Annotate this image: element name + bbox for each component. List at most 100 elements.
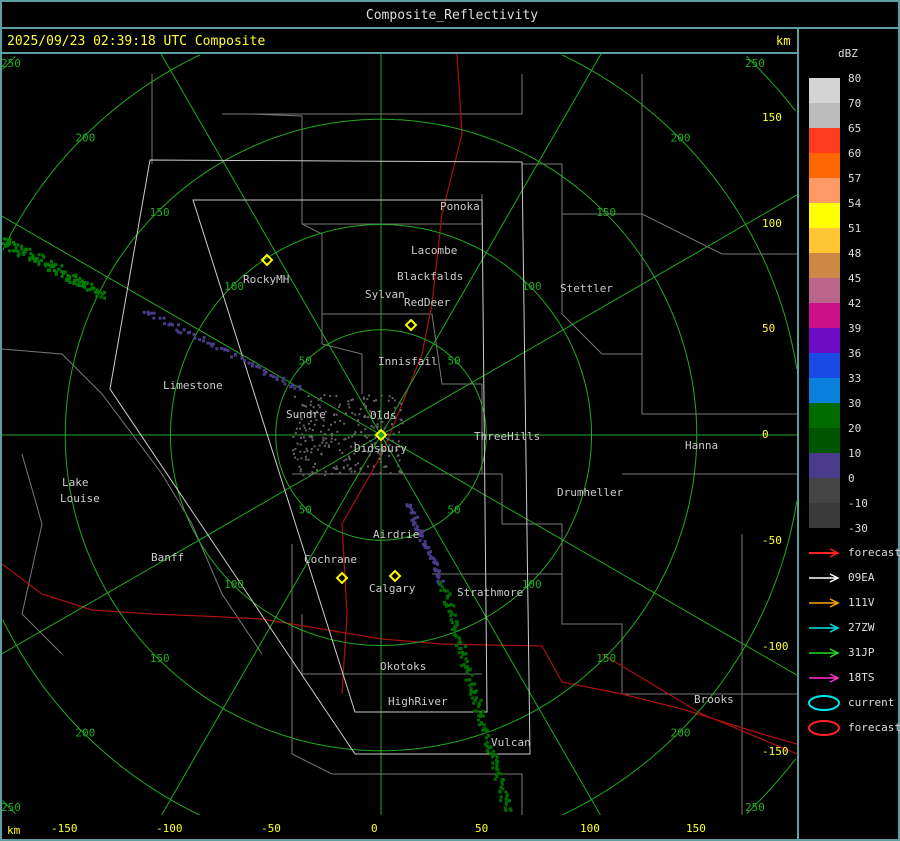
echo-pixel xyxy=(6,244,9,247)
city-label: Louise xyxy=(60,492,100,505)
y-tick-label: 0 xyxy=(762,428,769,441)
echo-pixel xyxy=(358,413,360,415)
echo-pixel xyxy=(447,594,450,597)
city-label: Cochrane xyxy=(304,553,357,566)
boundary-line xyxy=(2,349,262,654)
echo-pixel xyxy=(347,464,349,466)
echo-pixel xyxy=(50,260,53,263)
echo-pixel xyxy=(28,256,31,259)
echo-pixel xyxy=(354,433,356,435)
echo-pixel xyxy=(438,572,441,575)
echo-pixel xyxy=(351,412,353,414)
echo-pixel xyxy=(397,465,399,467)
echo-pixel xyxy=(449,614,452,617)
echo-pixel xyxy=(37,263,40,266)
echo-pixel xyxy=(481,729,484,732)
echo-pixel xyxy=(74,275,77,278)
color-swatch xyxy=(809,178,840,203)
echo-pixel xyxy=(366,437,368,439)
cell-marker[interactable] xyxy=(406,320,416,330)
echo-pixel xyxy=(473,698,476,701)
echo-pixel xyxy=(21,251,24,254)
echo-pixel xyxy=(428,553,431,556)
echo-pixel xyxy=(463,653,466,656)
echo-pixel xyxy=(351,436,353,438)
echo-pixel xyxy=(339,404,341,406)
radar-map[interactable]: 50 50 50 50 100 100 100 100 150 150 150 150 200 200 20… xyxy=(2,54,797,815)
echo-pixel xyxy=(206,342,209,345)
echo-pixel xyxy=(86,289,89,292)
echo-pixel xyxy=(163,317,166,320)
echo-pixel xyxy=(314,445,316,447)
echo-pixel xyxy=(350,471,352,473)
echo-pixel xyxy=(298,385,301,388)
echo-pixel xyxy=(455,644,458,647)
echo-pixel xyxy=(402,422,404,424)
echo-pixel xyxy=(295,432,297,434)
echo-pixel xyxy=(60,264,63,267)
echo-pixel xyxy=(90,287,93,290)
echo-pixel xyxy=(389,395,391,397)
echo-pixel xyxy=(343,467,345,469)
x-tick-label: -150 xyxy=(51,822,78,835)
city-label: Sylvan xyxy=(365,288,405,301)
echo-pixel xyxy=(220,347,223,350)
echo-pixel xyxy=(163,322,166,325)
echo-pixel xyxy=(223,348,226,351)
echo-pixel xyxy=(307,459,309,461)
echo-pixel xyxy=(489,752,492,755)
echo-pixel xyxy=(416,516,419,519)
echo-pixel xyxy=(183,328,186,331)
echo-pixel xyxy=(460,664,463,667)
echo-pixel xyxy=(282,377,285,380)
echo-pixel xyxy=(466,660,469,663)
echo-pixel xyxy=(90,283,93,286)
echo-pixel xyxy=(294,448,296,450)
echo-pixel xyxy=(421,535,424,538)
echo-pixel xyxy=(292,436,294,438)
echo-pixel xyxy=(302,404,304,406)
echo-pixel xyxy=(300,443,302,445)
echo-pixel xyxy=(306,450,308,452)
ring-label: 150 xyxy=(150,206,170,219)
legend-value: 57 xyxy=(848,172,861,185)
echo-pixel xyxy=(55,273,58,276)
city-label: Lacombe xyxy=(411,244,457,257)
echo-pixel xyxy=(308,395,310,397)
y-tick-label: 150 xyxy=(762,111,782,124)
echo-pixel xyxy=(177,323,180,326)
echo-pixel xyxy=(400,409,402,411)
echo-pixel xyxy=(379,458,381,460)
boundary-line xyxy=(222,74,522,114)
legend-value: 48 xyxy=(848,247,861,260)
echo-pixel xyxy=(485,730,488,733)
echo-pixel xyxy=(500,780,503,783)
echo-pixel xyxy=(354,471,356,473)
echo-pixel xyxy=(8,249,11,252)
echo-pixel xyxy=(310,404,312,406)
city-label: Calgary xyxy=(369,582,416,595)
echo-pixel xyxy=(98,291,101,294)
echo-pixel xyxy=(78,284,81,287)
echo-pixel xyxy=(318,399,320,401)
ring-label: 50 xyxy=(447,503,460,516)
echo-pixel xyxy=(20,247,23,250)
echo-pixel xyxy=(294,396,296,398)
echo-pixel xyxy=(272,375,275,378)
echo-pixel xyxy=(76,279,79,282)
echo-pixel xyxy=(312,472,314,474)
cell-marker[interactable] xyxy=(390,571,400,581)
echo-pixel xyxy=(193,337,196,340)
echo-pixel xyxy=(334,421,336,423)
echo-pixel xyxy=(292,449,294,451)
echo-pixel xyxy=(316,469,318,471)
echo-pixel xyxy=(324,394,326,396)
city-label: RedDeer xyxy=(404,296,451,309)
echo-pixel xyxy=(373,400,375,402)
legend-value: 20 xyxy=(848,422,861,435)
echo-pixel xyxy=(368,395,370,397)
ring-label: 200 xyxy=(75,131,95,144)
echo-pixel xyxy=(333,413,335,415)
echo-pixel xyxy=(100,295,103,298)
ring-label: 50 xyxy=(299,503,312,516)
